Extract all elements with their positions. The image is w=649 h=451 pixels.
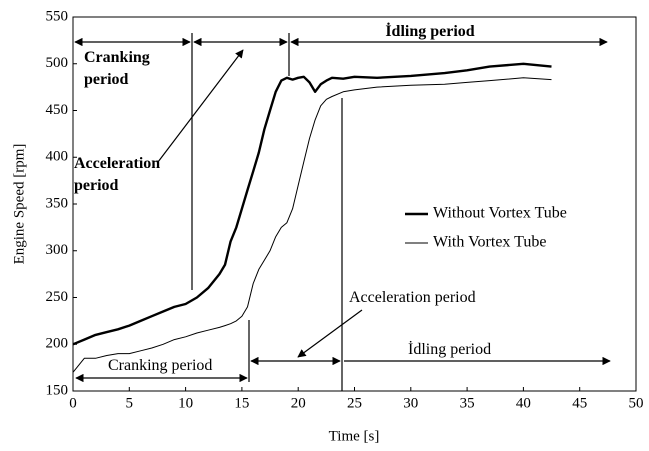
y-tick-label: 250 bbox=[46, 289, 69, 305]
legend-label: Without Vortex Tube bbox=[433, 205, 567, 222]
y-tick-label: 350 bbox=[46, 195, 69, 211]
y-tick-label: 400 bbox=[46, 149, 69, 165]
x-tick-label: 35 bbox=[460, 395, 475, 411]
y-tick-label: 300 bbox=[46, 242, 69, 258]
annotation: Cranking period bbox=[108, 357, 213, 374]
x-tick-label: 45 bbox=[572, 395, 587, 411]
legend-label: With Vortex Tube bbox=[433, 234, 546, 251]
annotation: Acceleration period bbox=[74, 155, 161, 194]
annotation: İdling period bbox=[385, 23, 475, 40]
y-axis-label: Engine Speed [rpm] bbox=[11, 144, 27, 265]
x-tick-label: 25 bbox=[347, 395, 362, 411]
x-tick-label: 30 bbox=[403, 395, 418, 411]
y-tick-label: 200 bbox=[46, 336, 69, 352]
x-tick-label: 5 bbox=[126, 395, 134, 411]
y-tick-label: 150 bbox=[46, 382, 69, 398]
y-tick-label: 500 bbox=[46, 55, 69, 71]
x-tick-label: 15 bbox=[234, 395, 249, 411]
x-tick-label: 10 bbox=[178, 395, 193, 411]
annotation: Cranking period bbox=[84, 49, 150, 88]
annotation-arrows bbox=[74, 33, 611, 391]
y-tick-label: 450 bbox=[46, 102, 69, 118]
annotation: Acceleration period bbox=[349, 289, 476, 306]
series-line bbox=[72, 77, 552, 373]
annotation: İdling period bbox=[408, 341, 492, 358]
x-tick-label: 0 bbox=[69, 395, 77, 411]
x-tick-label: 40 bbox=[516, 395, 531, 411]
x-tick-label: 20 bbox=[291, 395, 306, 411]
series-line bbox=[72, 62, 552, 346]
y-tick-label: 550 bbox=[46, 8, 69, 24]
x-axis-label: Time [s] bbox=[329, 428, 380, 444]
x-tick-label: 50 bbox=[629, 395, 644, 411]
